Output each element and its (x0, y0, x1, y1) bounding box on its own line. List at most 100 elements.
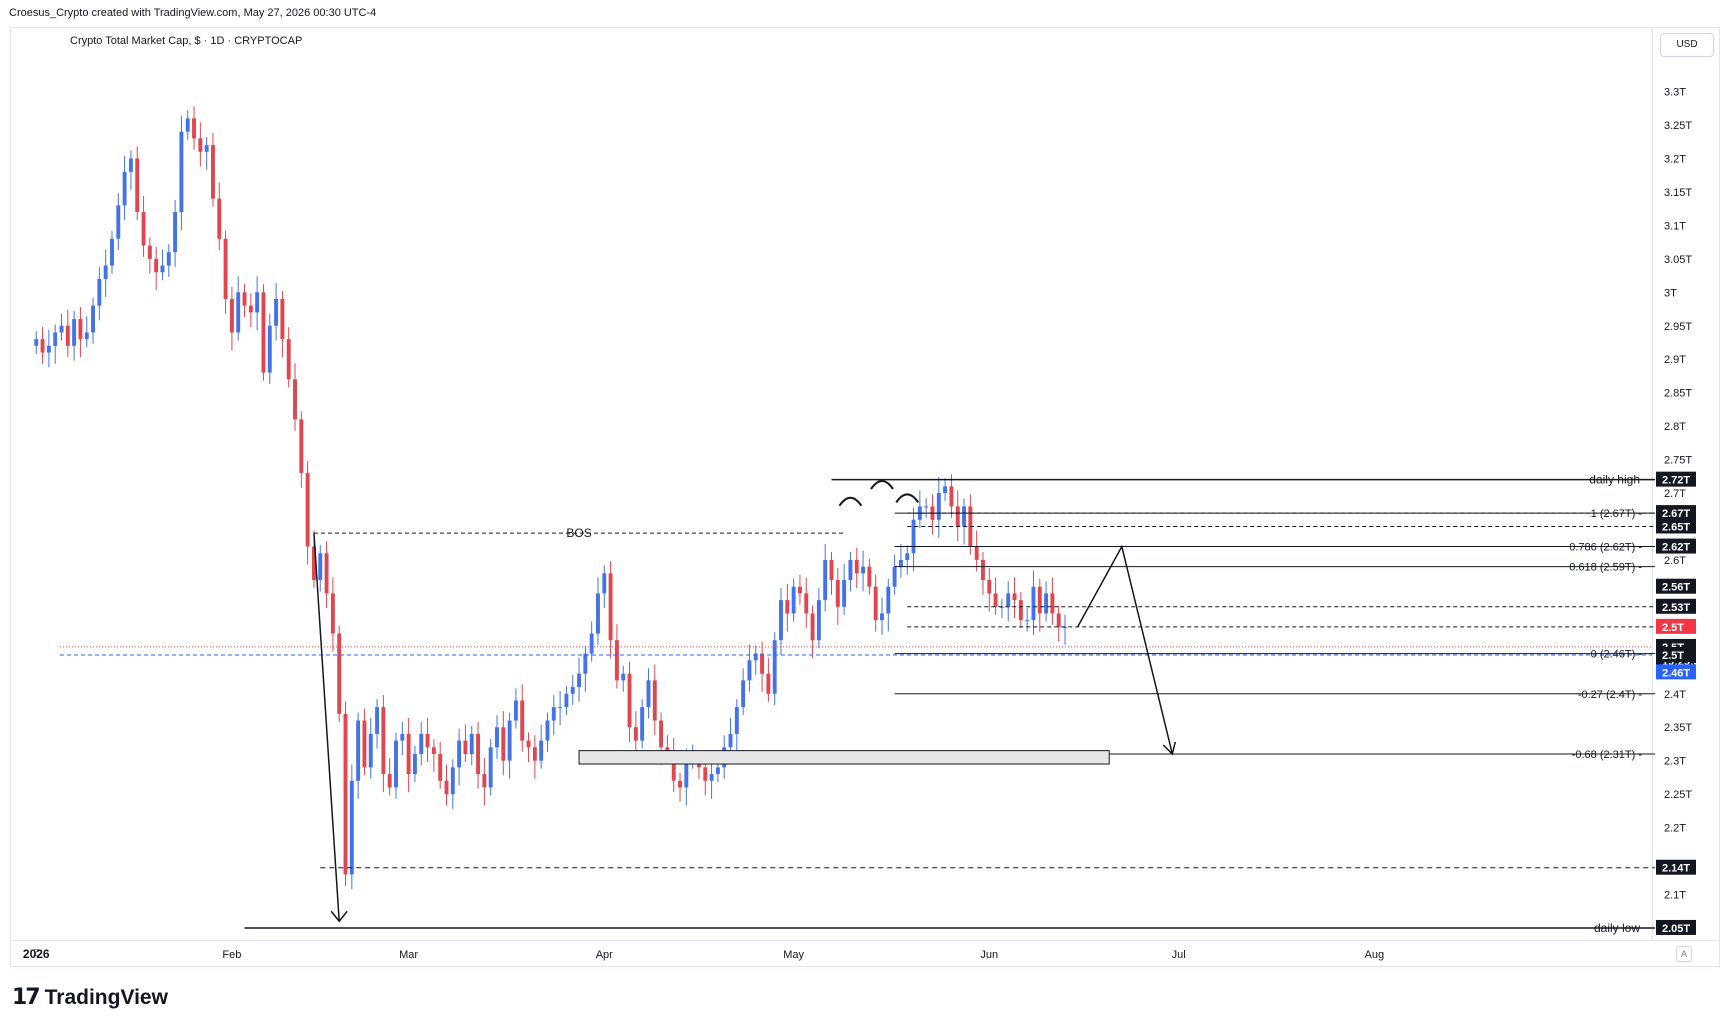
candle-body (185, 118, 190, 132)
candle-body (84, 332, 89, 340)
y-tick-label: 3T (1664, 287, 1677, 299)
candle-body (829, 559, 834, 581)
price-tag (1656, 646, 1696, 662)
y-tick-label: 2.95T (1664, 321, 1692, 333)
price-tag (1656, 518, 1696, 534)
candle-body (861, 566, 866, 574)
x-tick-label: Mar (399, 949, 418, 961)
y-tick-label: 3.25T (1664, 120, 1692, 132)
candle-body (873, 586, 878, 621)
y-tick-label: 2.3T (1664, 756, 1686, 768)
candle-body (962, 506, 966, 527)
candle-body (450, 767, 455, 795)
candle-body (110, 238, 114, 266)
candle-body (747, 660, 752, 681)
y-tick-label: 3.1T (1664, 220, 1686, 232)
price-tag (1656, 538, 1696, 554)
x-tick-label: Jul (1172, 949, 1186, 961)
candle-body (1044, 593, 1049, 614)
candle-body (848, 559, 853, 581)
candle-body (46, 345, 51, 353)
tradingview-brand[interactable]: 17 TradingView (12, 985, 168, 1010)
y-tick-label: 2.9T (1664, 354, 1686, 366)
candle-body (349, 780, 354, 875)
level-label: 0 (2.46T) - (1591, 649, 1643, 661)
candle-body (128, 158, 133, 172)
currency-button[interactable]: USD (1660, 33, 1714, 57)
candle-body (936, 493, 941, 520)
candle-body (539, 740, 544, 761)
symbol-title[interactable]: Crypto Total Market Cap, $ · 1D · CRYPTO… (70, 35, 303, 47)
candle-body (495, 727, 499, 748)
drop-arrow-head (330, 910, 348, 923)
x-tick-label: Aug (1365, 949, 1385, 961)
candle-body (823, 559, 828, 601)
candle-body (103, 265, 108, 279)
candle-body (596, 593, 600, 634)
candle-body (905, 553, 910, 560)
candle-body (280, 298, 285, 340)
y-tick-label: 2.7T (1664, 488, 1686, 500)
y-tick-label: 2.85T (1664, 388, 1692, 400)
candle-body (97, 278, 102, 306)
candle-body (728, 733, 733, 748)
go-to-date-button[interactable]: Z (33, 948, 40, 959)
auto-scale-button[interactable]: A (1676, 946, 1692, 962)
candle-body (381, 707, 386, 775)
candle-body (72, 319, 77, 346)
y-tick-label: 2.2T (1664, 823, 1686, 835)
y-tick-label: 2.6T (1664, 555, 1686, 567)
candle-body (532, 747, 537, 761)
pattern-arc (838, 496, 863, 507)
candle-body (343, 713, 348, 875)
candle-body (1018, 600, 1023, 621)
candle-body (469, 733, 474, 754)
candle-body (621, 673, 626, 681)
price-tag-label: 2.65T (1662, 521, 1690, 533)
candle-body (457, 740, 462, 768)
candle-body (337, 633, 342, 714)
candle-body (804, 593, 809, 614)
level-label: -0.27 (2.4T) - (1578, 689, 1643, 701)
candle-body (318, 553, 323, 581)
candle-body (760, 653, 765, 674)
projection-arrow-head (1162, 741, 1177, 756)
candle-body (305, 472, 310, 547)
x-tick-label: 2026 (23, 947, 50, 961)
candle-body (248, 305, 253, 313)
candle-body (406, 733, 411, 775)
level-label: 1 (2.67T) - (1591, 508, 1643, 520)
candle-body (255, 292, 260, 313)
x-tick-label: Feb (222, 949, 241, 961)
candle-body (387, 774, 392, 788)
candle-body (993, 593, 998, 607)
candle-body (842, 580, 847, 607)
y-tick-label: 2.25T (1664, 789, 1692, 801)
candle-body (678, 780, 682, 788)
projection-path (1076, 544, 1174, 755)
candle-body (476, 733, 481, 775)
price-tag-label: 2.53T (1662, 602, 1690, 614)
candle-body (53, 332, 58, 346)
candle-body (217, 198, 222, 239)
candle-body (198, 138, 203, 152)
candle-body (211, 145, 215, 199)
candle-body (816, 600, 821, 641)
candle-body (1006, 593, 1011, 607)
candle-body (949, 486, 954, 507)
candle-body (785, 600, 790, 614)
candle-body (659, 720, 664, 748)
candle-body (558, 707, 563, 709)
candle-body (330, 593, 335, 634)
candle-body (614, 640, 619, 681)
candle-body (551, 707, 556, 721)
candle-body (1025, 620, 1030, 622)
candle-body (898, 559, 903, 567)
candle-body (734, 707, 739, 734)
price-tag-label: 2.67T (1662, 508, 1690, 520)
candle-body (173, 212, 178, 253)
candle-body (981, 559, 985, 581)
candle-body (974, 546, 979, 560)
y-tick-label: 2.75T (1664, 455, 1692, 467)
